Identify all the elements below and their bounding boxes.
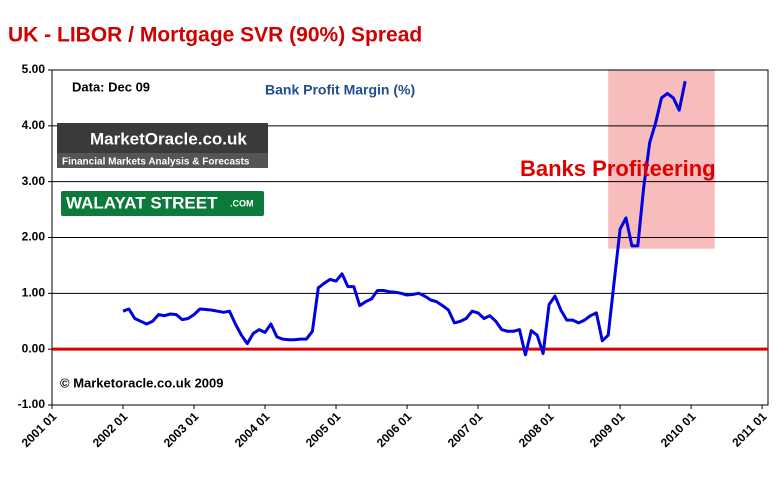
y-tick-label: 3.00 (22, 174, 46, 188)
x-tick-label: 2001 01 (19, 409, 60, 450)
chart-title: UK - LIBOR / Mortgage SVR (90%) Spread (8, 24, 422, 47)
x-tick-label: 2009 01 (587, 409, 628, 450)
plot-area: -1.00 0.00 1.00 2.00 3.00 4.00 5.00 2001 01 2002… (18, 62, 770, 450)
subtitle: Bank Profit Margin (%) (265, 82, 415, 98)
copyright: © Marketoracle.co.uk 2009 (60, 375, 224, 390)
logo-tagline: Financial Markets Analysis & Forecasts (62, 157, 250, 168)
street-text: WALAYAT STREET (66, 193, 218, 212)
data-note: Data: Dec 09 (72, 79, 150, 94)
y-tick-label: 1.00 (22, 286, 46, 300)
annotation: Banks Profiteering (520, 156, 716, 181)
x-tick-label: 2002 01 (90, 409, 131, 450)
x-tick-label: 2006 01 (374, 409, 415, 450)
y-tick-label: 0.00 (22, 341, 46, 355)
street-com: .COM (230, 198, 254, 208)
y-tick-label: -1.00 (18, 397, 46, 411)
logo-band (57, 123, 268, 153)
x-tick-label: 2010 01 (658, 409, 699, 450)
x-tick-label: 2005 01 (303, 409, 344, 450)
data-line (122, 80, 687, 357)
plot-frame (51, 69, 769, 406)
x-tick-label: 2004 01 (232, 409, 273, 450)
y-tick-label: 2.00 (22, 230, 46, 244)
x-tick-label: 2011 01 (729, 409, 769, 449)
x-tick-label: 2007 01 (445, 409, 486, 450)
street-sign (59, 189, 266, 218)
x-tick-label: 2003 01 (161, 409, 202, 450)
y-tick-label: 4.00 (22, 118, 46, 132)
x-tick-label: 2008 01 (516, 409, 557, 450)
y-tick-label: 5.00 (22, 62, 46, 76)
logo-text: MarketOracle.co.uk (90, 129, 247, 148)
